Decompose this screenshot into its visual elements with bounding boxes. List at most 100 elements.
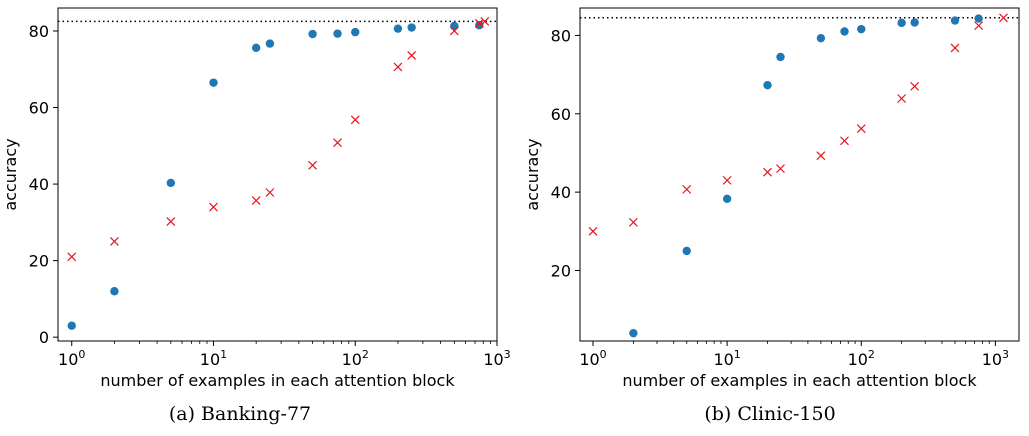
x-marker-stroke xyxy=(308,160,317,170)
data-point-x xyxy=(308,160,317,170)
x-marker-stroke xyxy=(480,16,490,26)
data-point-circle xyxy=(67,321,76,330)
data-point-x xyxy=(67,252,77,262)
x-marker-stroke xyxy=(67,252,77,262)
y-tick-label: 40 xyxy=(29,175,49,194)
data-point-circle xyxy=(840,27,849,36)
data-point-x xyxy=(816,151,826,161)
data-point-x xyxy=(449,26,459,36)
data-point-circle xyxy=(897,18,906,28)
data-point-x xyxy=(474,18,484,28)
x-marker-stroke xyxy=(763,167,772,177)
y-tick-label: 80 xyxy=(29,22,49,41)
data-point-circle xyxy=(974,14,983,23)
series-1 xyxy=(629,14,983,338)
data-point-x xyxy=(856,124,866,134)
data-point-circle xyxy=(950,16,960,25)
x-tick-label: 103 xyxy=(483,348,510,369)
x-marker-stroke xyxy=(251,196,261,205)
data-point-x xyxy=(722,175,732,185)
data-point-circle xyxy=(393,24,403,33)
x-marker-stroke xyxy=(109,237,119,246)
y-axis-label: accuracy xyxy=(1,138,20,210)
data-point-x xyxy=(840,136,849,146)
x-marker-stroke xyxy=(209,202,218,212)
data-point-x xyxy=(897,94,907,103)
data-point-x xyxy=(393,62,403,72)
plot-frame xyxy=(57,7,498,342)
data-point-x xyxy=(974,21,984,31)
y-axis-label: accuracy xyxy=(523,138,542,210)
y-tick-label: 0 xyxy=(39,328,49,347)
x-tick-label: 102 xyxy=(848,348,875,369)
x-marker-stroke xyxy=(350,115,360,125)
x-marker-stroke xyxy=(407,51,417,60)
x-marker-stroke xyxy=(816,151,826,161)
data-point-circle xyxy=(763,80,772,90)
y-tick-label: 80 xyxy=(551,26,571,45)
x-marker-stroke xyxy=(722,175,732,185)
data-point-x xyxy=(265,188,275,197)
data-point-x xyxy=(350,115,360,125)
x-marker-stroke xyxy=(910,81,920,91)
x-tick-label: 101 xyxy=(200,348,227,369)
data-point-circle xyxy=(166,178,176,188)
x-tick-label: 100 xyxy=(58,348,85,369)
y-tick-label: 20 xyxy=(551,261,571,280)
x-marker-stroke xyxy=(682,184,692,194)
data-point-x xyxy=(776,164,785,174)
data-point-circle xyxy=(629,328,638,338)
data-point-circle xyxy=(308,29,317,39)
x-marker-stroke xyxy=(166,217,176,227)
x-tick-label: 101 xyxy=(713,348,740,369)
plot-frame xyxy=(579,7,1020,342)
data-point-x xyxy=(950,43,960,53)
data-point-x xyxy=(333,138,342,148)
chart-panel-1: 100 101 102 103 0 20 40 60 80 number of examples … xyxy=(1,7,511,425)
x-marker-stroke xyxy=(950,43,960,53)
data-point-x xyxy=(480,16,490,26)
series-1 xyxy=(67,21,484,330)
x-marker-stroke xyxy=(333,138,342,148)
data-point-x xyxy=(628,217,638,227)
x-marker-stroke xyxy=(897,94,907,103)
x-marker-stroke xyxy=(449,26,459,36)
x-marker-stroke xyxy=(776,164,785,174)
x-marker-stroke xyxy=(474,18,484,28)
x-axis-label: number of examples in each attention blo… xyxy=(622,371,977,390)
data-point-circle xyxy=(407,23,416,32)
x-tick-label: 100 xyxy=(579,348,606,369)
y-tick-label: 20 xyxy=(29,252,49,271)
data-point-circle xyxy=(333,29,342,38)
data-point-circle xyxy=(475,21,484,30)
series-2 xyxy=(588,13,1008,236)
series-2 xyxy=(67,16,490,262)
x-marker-stroke xyxy=(856,124,866,134)
data-point-x xyxy=(109,237,119,246)
data-point-circle xyxy=(722,194,732,203)
data-point-x xyxy=(166,217,176,227)
data-point-circle xyxy=(110,287,119,296)
panel-caption: (a) Banking-77 xyxy=(169,403,311,425)
data-point-circle xyxy=(251,43,261,53)
x-marker-stroke xyxy=(265,188,275,197)
x-marker-stroke xyxy=(588,226,598,236)
data-point-x xyxy=(209,202,218,212)
x-tick-label: 103 xyxy=(982,348,1009,369)
y-tick-label: 40 xyxy=(551,183,571,202)
chart-panel-2: 100 101 102 103 20 40 60 80 number of examples i… xyxy=(523,7,1020,425)
x-marker-stroke xyxy=(840,136,849,146)
x-minor-ticks xyxy=(632,341,990,344)
data-point-x xyxy=(682,184,692,194)
x-minor-ticks xyxy=(114,341,491,344)
data-point-x xyxy=(763,167,772,177)
x-marker-stroke xyxy=(628,217,638,227)
data-point-circle xyxy=(910,18,919,27)
data-point-x xyxy=(407,51,417,60)
x-marker-stroke xyxy=(393,62,403,72)
data-point-circle xyxy=(265,39,275,48)
y-tick-label: 60 xyxy=(551,105,571,124)
x-marker-stroke xyxy=(974,21,984,31)
data-point-circle xyxy=(209,78,218,87)
